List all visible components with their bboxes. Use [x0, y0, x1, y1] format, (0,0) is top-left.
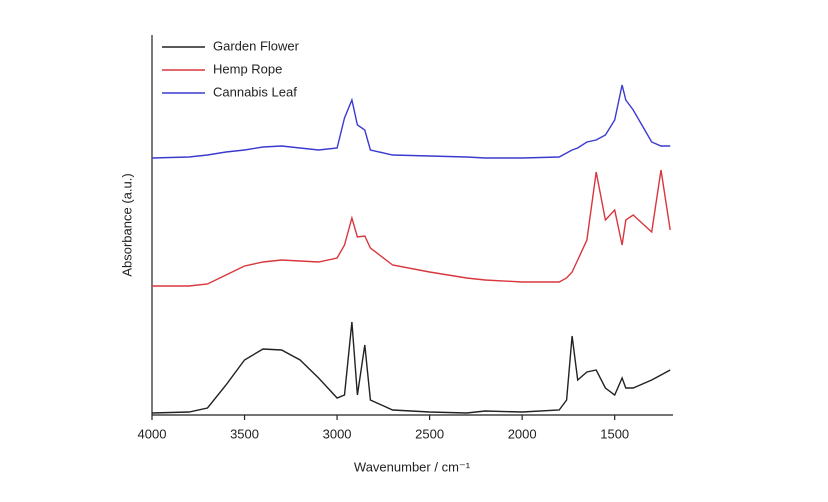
x-tick-label: 3000	[323, 426, 352, 441]
x-tick-label: 2000	[508, 426, 537, 441]
x-tick-label: 2500	[415, 426, 444, 441]
legend-label: Hemp Rope	[213, 61, 282, 76]
x-axis-label: Wavenumber / cm⁻¹	[354, 459, 471, 474]
y-axis-label: Absorbance (a.u.)	[119, 173, 134, 276]
legend-label: Cannabis Leaf	[213, 84, 297, 99]
spectrum-line	[152, 169, 671, 287]
spectrum-line	[151, 84, 671, 159]
legend-label: Garden Flower	[213, 38, 300, 53]
x-tick-label: 1500	[600, 426, 629, 441]
x-tick-label: 4000	[138, 426, 167, 441]
spectrum-line	[151, 321, 671, 414]
x-tick-label: 3500	[230, 426, 259, 441]
